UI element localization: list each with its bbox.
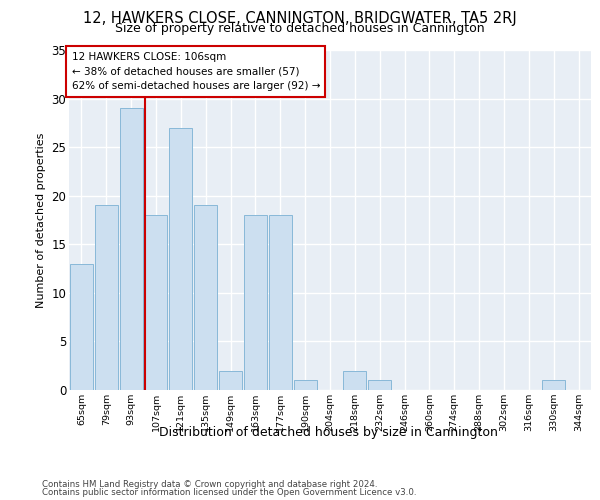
Text: Contains public sector information licensed under the Open Government Licence v3: Contains public sector information licen… — [42, 488, 416, 497]
Text: 12 HAWKERS CLOSE: 106sqm
← 38% of detached houses are smaller (57)
62% of semi-d: 12 HAWKERS CLOSE: 106sqm ← 38% of detach… — [71, 52, 320, 92]
Text: Contains HM Land Registry data © Crown copyright and database right 2024.: Contains HM Land Registry data © Crown c… — [42, 480, 377, 489]
Bar — [343, 370, 366, 390]
Text: Distribution of detached houses by size in Cannington: Distribution of detached houses by size … — [160, 426, 498, 439]
Bar — [219, 370, 242, 390]
Bar — [244, 215, 267, 390]
Text: 12, HAWKERS CLOSE, CANNINGTON, BRIDGWATER, TA5 2RJ: 12, HAWKERS CLOSE, CANNINGTON, BRIDGWATE… — [83, 11, 517, 26]
Bar — [542, 380, 565, 390]
Bar — [70, 264, 93, 390]
Bar — [368, 380, 391, 390]
Bar — [269, 215, 292, 390]
Bar — [95, 206, 118, 390]
Bar — [194, 206, 217, 390]
Bar — [169, 128, 192, 390]
Y-axis label: Number of detached properties: Number of detached properties — [36, 132, 46, 308]
Bar — [145, 215, 167, 390]
Bar — [120, 108, 143, 390]
Bar — [294, 380, 317, 390]
Text: Size of property relative to detached houses in Cannington: Size of property relative to detached ho… — [115, 22, 485, 35]
